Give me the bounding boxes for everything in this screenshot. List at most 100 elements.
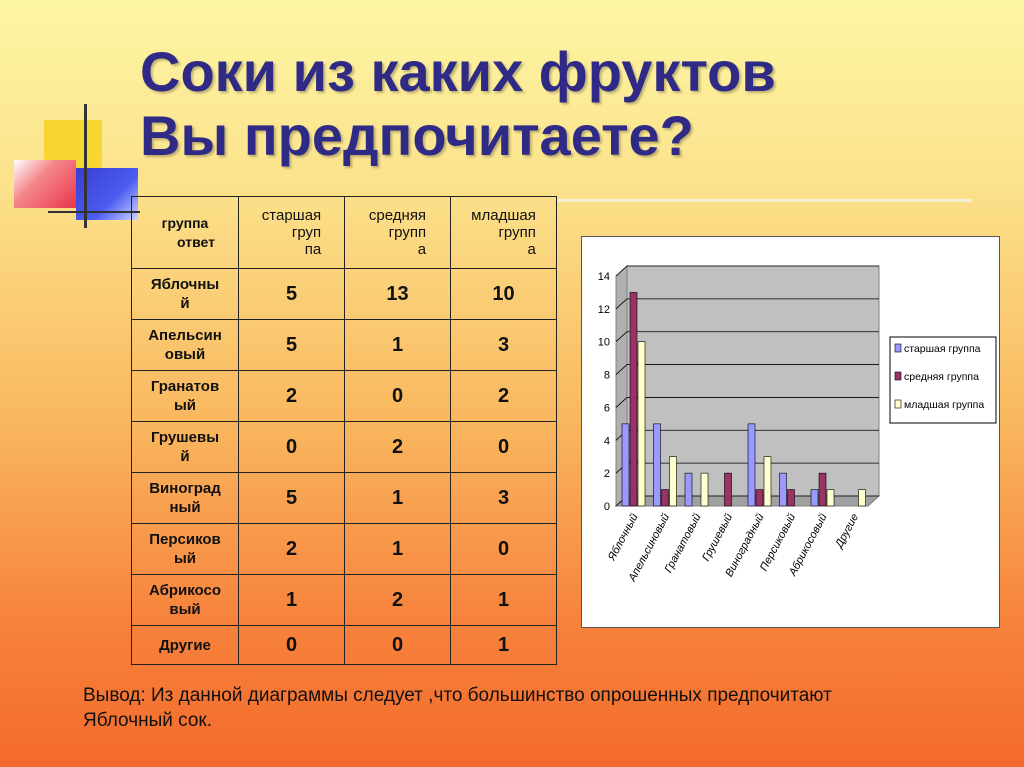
row-label: Виноград ный — [131, 472, 239, 524]
table-row: Яблочны й 5 13 10 — [131, 268, 557, 320]
x-tick-label: Другие — [832, 512, 861, 552]
header-text: средняя — [368, 207, 427, 224]
header-text: старшая — [261, 207, 322, 224]
bar-2 — [818, 472, 827, 507]
table-cell: 1 — [344, 319, 451, 371]
table-cell: 2 — [238, 370, 345, 422]
bar-1 — [621, 423, 630, 507]
bar-3 — [637, 341, 646, 507]
survey-table: группа ответ старшая груп па средняя групп а… — [131, 196, 557, 665]
table-cell: 5 — [238, 319, 345, 371]
row-label: Абрикосо вый — [131, 574, 239, 626]
header-text: групп — [388, 224, 427, 241]
legend — [889, 336, 997, 424]
bar-3 — [700, 472, 709, 507]
y-tick-label: 8 — [604, 370, 610, 382]
bar-1 — [747, 423, 756, 507]
header-col-older: старшая груп па — [238, 196, 345, 269]
y-tick-label: 4 — [604, 435, 610, 447]
table-header-row: группа ответ старшая груп па средняя групп а… — [131, 196, 557, 269]
bar-3 — [826, 489, 835, 507]
header-text: а — [527, 241, 536, 258]
table-row: Гранатов ый 2 0 2 — [131, 370, 557, 422]
table-cell: 0 — [450, 421, 557, 473]
table-cell: 5 — [238, 268, 345, 320]
bar-chart: 02468101214ЯблочныйАпельсиновыйГранатовы… — [598, 264, 997, 584]
bar-3 — [858, 489, 866, 507]
bar-1 — [779, 472, 787, 507]
row-label: Грушевы й — [131, 421, 239, 473]
header-corner-line: ответ — [177, 233, 215, 250]
gridline-depth — [615, 265, 628, 277]
table-row: Абрикосо вый 1 2 1 — [131, 574, 557, 626]
bar-3 — [763, 456, 772, 507]
decor-red-square — [14, 160, 76, 208]
bar-2 — [755, 489, 764, 507]
table-cell: 3 — [450, 319, 557, 371]
y-tick-label: 6 — [604, 402, 610, 414]
row-label: Другие — [131, 625, 239, 665]
title-underline — [558, 199, 972, 202]
bar-2 — [787, 489, 795, 507]
table-cell: 0 — [238, 625, 345, 665]
table-cell: 0 — [344, 370, 451, 422]
header-col-middle: средняя групп а — [344, 196, 451, 269]
row-label: Гранатов ый — [131, 370, 239, 422]
gridline-depth — [615, 397, 628, 408]
table-cell: 3 — [450, 472, 557, 524]
header-corner-cell: группа ответ — [131, 196, 239, 269]
conclusion-line: Вывод: Из данной диаграммы следует ,что … — [83, 685, 832, 706]
x-tick-label: Грушевый — [700, 512, 735, 564]
x-tick-label: Яблочный — [606, 512, 641, 564]
title-line-1: Соки из каких фруктов — [140, 40, 776, 103]
legend-swatch — [894, 399, 902, 409]
header-corner-line: группа — [161, 214, 209, 231]
table-cell: 2 — [344, 574, 451, 626]
chart-container: 0 2 4 6 8 10 12 14 Яблочный Апельсиновый Гранатовы… — [581, 236, 1000, 628]
table-cell: 1 — [344, 472, 451, 524]
bar-2 — [724, 472, 732, 507]
legend-entry: старшая группа — [904, 343, 981, 355]
table-row: Грушевы й 0 2 0 — [131, 421, 557, 473]
row-label: Персиков ый — [131, 523, 239, 575]
legend-swatch — [894, 371, 902, 381]
header-text: групп — [498, 224, 536, 241]
gridline-depth — [615, 298, 628, 310]
bar-3 — [669, 456, 677, 507]
header-text: а — [417, 241, 427, 258]
row-label: Апельсин овый — [131, 319, 239, 371]
page-title: Соки из каких фруктов Вы предпочитаете? — [140, 40, 1000, 168]
bar-1 — [684, 472, 693, 507]
table-cell: 13 — [344, 268, 451, 320]
y-tick-label: 12 — [598, 304, 610, 316]
table-row: Апельсин овый 5 1 3 — [131, 319, 557, 371]
table-cell: 0 — [344, 625, 451, 665]
table-cell: 2 — [344, 421, 451, 473]
decor-horizontal-line — [48, 211, 140, 213]
table-cell: 10 — [450, 268, 557, 320]
y-tick-label: 14 — [598, 271, 610, 283]
y-tick-label: 2 — [604, 468, 610, 480]
conclusion-text: Вывод: Из данной диаграммы следует ,что … — [83, 683, 1003, 733]
legend-swatch — [894, 343, 902, 353]
gridline-depth — [615, 364, 628, 375]
table-row: Персиков ый 2 1 0 — [131, 523, 557, 575]
legend-entry: средняя группа — [904, 371, 979, 383]
gridline-depth — [615, 331, 628, 343]
bar-2 — [629, 292, 638, 507]
table-cell: 2 — [450, 370, 557, 422]
y-tick-label: 10 — [598, 337, 610, 349]
decor-vertical-line — [84, 104, 87, 228]
bar-2 — [661, 489, 669, 507]
header-text: младшая — [471, 207, 536, 224]
table-row: Другие 0 0 1 — [131, 625, 557, 665]
header-text: па — [304, 241, 322, 258]
header-text: груп — [291, 224, 322, 241]
table-cell: 1 — [450, 574, 557, 626]
table-cell: 5 — [238, 472, 345, 524]
header-col-younger: младшая групп а — [450, 196, 557, 269]
table-cell: 1 — [344, 523, 451, 575]
table-row: Виноград ный 5 1 3 — [131, 472, 557, 524]
table-cell: 1 — [238, 574, 345, 626]
bar-1 — [810, 489, 819, 507]
